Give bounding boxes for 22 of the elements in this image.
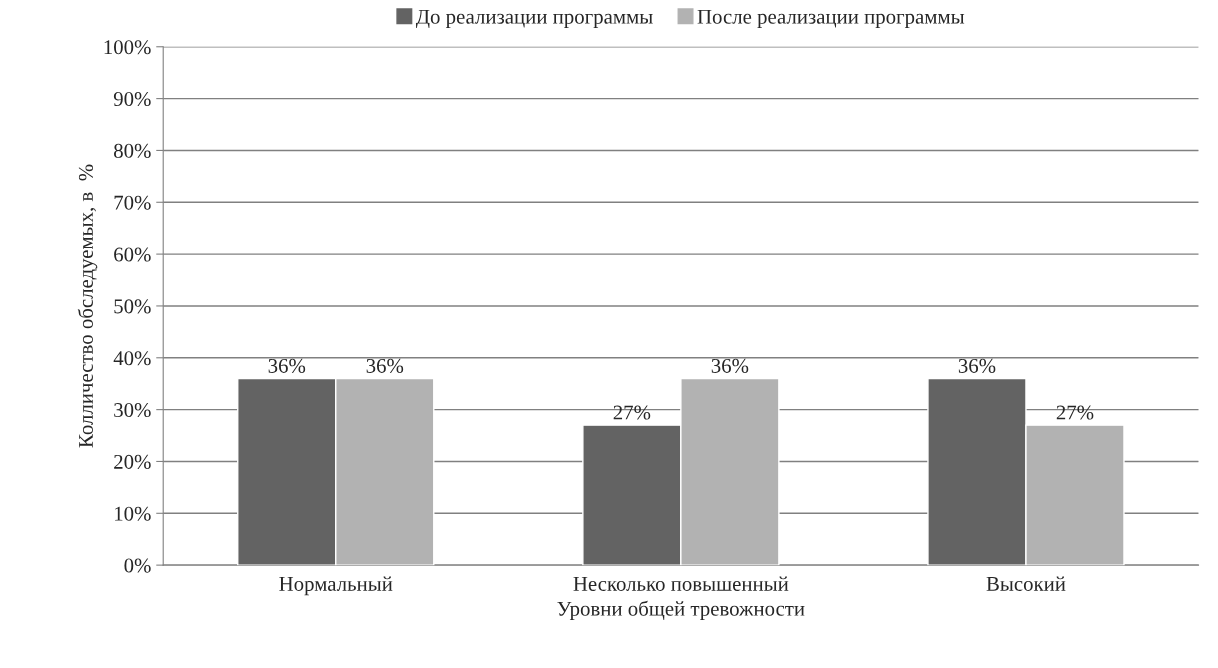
- data-label: 36%: [366, 358, 404, 373]
- x-tick-label: Несколько повышенный: [573, 576, 789, 591]
- y-tick-label: 60%: [114, 247, 151, 262]
- x-axis-title: Уровни общей тревожности: [557, 600, 805, 621]
- legend-label: После реализации программы: [697, 9, 965, 29]
- data-label: 36%: [711, 358, 749, 373]
- y-tick-label: 0%: [124, 558, 151, 573]
- y-axis-title: Колличество обследуемых, в %: [77, 164, 98, 448]
- x-tick-label: Высокий: [986, 576, 1066, 591]
- x-tick-label: Нормальный: [279, 576, 393, 596]
- y-tick-label: 20%: [114, 454, 151, 469]
- y-tick-label: 90%: [113, 91, 151, 107]
- y-tick-label: 100%: [104, 40, 151, 55]
- y-tick-label: 70%: [114, 195, 151, 210]
- data-label: 36%: [268, 358, 306, 373]
- y-tick-label: 30%: [114, 402, 151, 418]
- y-tick-label: 40%: [113, 351, 151, 366]
- y-tick-label: 80%: [114, 143, 151, 158]
- data-label: 36%: [958, 358, 996, 373]
- y-tick-label: 50%: [114, 299, 151, 314]
- legend-label: До реализации программы: [415, 9, 653, 29]
- y-tick-label: 10%: [115, 506, 151, 521]
